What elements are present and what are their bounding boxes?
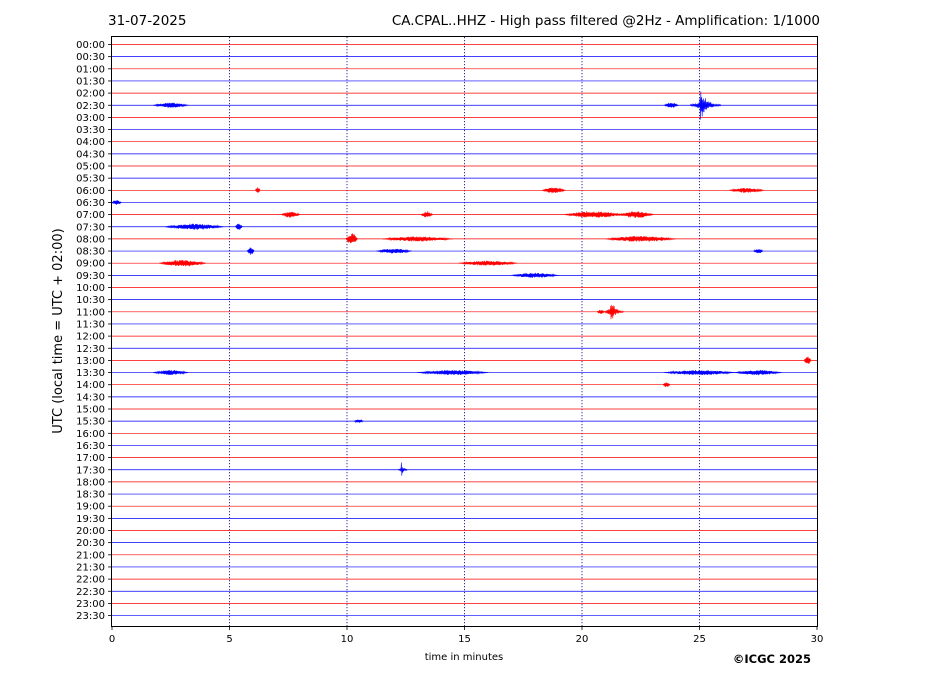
y-tick-label: 00:00: [76, 40, 105, 51]
x-axis-label: time in minutes: [425, 652, 504, 663]
seismic-event-6: [541, 187, 566, 194]
seismic-event-27: [417, 370, 489, 375]
seismic-event-18: [246, 247, 255, 255]
y-tick-label: 04:30: [76, 149, 105, 160]
y-tick-label: 19:00: [76, 502, 105, 513]
y-tick-label: 07:00: [76, 210, 105, 221]
x-tick-label: 5: [226, 634, 232, 645]
x-tick-label: 20: [576, 634, 589, 645]
y-tick-label: 21:00: [76, 550, 105, 561]
y-tick-label: 11:00: [76, 307, 105, 318]
y-tick-label: 20:00: [76, 526, 105, 537]
seismic-event-4: [664, 102, 679, 108]
chart-title: CA.CPAL..HHZ - High pass filtered @2Hz -…: [392, 13, 820, 29]
y-tick-label: 08:30: [76, 247, 105, 258]
y-tick-label: 21:30: [76, 562, 105, 573]
y-tick-label: 18:30: [76, 490, 105, 501]
y-tick-label: 12:00: [76, 332, 105, 343]
y-tick-label: 20:30: [76, 538, 105, 549]
y-tick-label: 16:30: [76, 441, 105, 452]
seismic-event-8: [111, 200, 122, 205]
y-tick-label: 15:00: [76, 405, 105, 416]
x-tick-label: 15: [458, 634, 471, 645]
seismic-event-20: [753, 249, 764, 253]
y-tick-label: 18:00: [76, 477, 105, 488]
y-tick-label: 09:30: [76, 271, 105, 282]
seismic-event-28: [664, 370, 735, 375]
y-tick-label: 17:00: [76, 453, 105, 464]
seismic-event-14: [235, 223, 243, 230]
seismic-event-1: [604, 304, 624, 320]
x-tick-label: 25: [693, 634, 706, 645]
seismic-event-17: [605, 235, 677, 242]
y-tick-label: 11:30: [76, 319, 105, 330]
x-axis-ticks: 0 5 10 15 20 25 30: [109, 626, 824, 645]
y-tick-label: 14:30: [76, 392, 105, 403]
y-tick-label: 17:30: [76, 465, 105, 476]
x-tick-label: 0: [109, 634, 115, 645]
y-tick-label: 03:30: [76, 125, 105, 136]
seismic-event-23: [511, 272, 559, 278]
seismic-event-22: [458, 260, 518, 266]
y-tick-label: 12:30: [76, 344, 105, 355]
y-tick-label: 06:00: [76, 186, 105, 197]
y-tick-label: 10:30: [76, 295, 105, 306]
seismic-event-24: [597, 309, 605, 314]
seismic-event-15: [345, 233, 358, 244]
seismic-event-2: [397, 462, 408, 476]
copyright-credit: ©ICGC 2025: [733, 652, 811, 666]
seismic-event-21: [158, 259, 207, 267]
y-tick-label: 16:00: [76, 429, 105, 440]
date-label: 31-07-2025: [108, 13, 186, 29]
y-tick-label: 23:00: [76, 599, 105, 610]
y-tick-label: 04:00: [76, 137, 105, 148]
seismic-event-9: [281, 211, 301, 218]
seismic-event-31: [353, 419, 364, 424]
y-tick-label: 23:30: [76, 611, 105, 622]
y-tick-label: 02:00: [76, 89, 105, 100]
seismic-event-13: [164, 223, 224, 230]
y-tick-label: 01:00: [76, 64, 105, 75]
seismic-event-5: [255, 187, 261, 193]
y-tick-label: 05:00: [76, 162, 105, 173]
trace-rows: [112, 44, 817, 616]
x-tick-label: 10: [341, 634, 354, 645]
seismic-events: [111, 91, 812, 476]
seismic-event-10: [420, 211, 433, 218]
y-tick-label: 14:00: [76, 380, 105, 391]
y-tick-label: 02:30: [76, 101, 105, 112]
plot-frame: [111, 36, 818, 627]
seismic-event-25: [803, 356, 812, 364]
y-tick-label: 03:00: [76, 113, 105, 124]
y-tick-label: 19:30: [76, 514, 105, 525]
y-tick-label: 10:00: [76, 283, 105, 294]
y-tick-label: 07:30: [76, 222, 105, 233]
seismic-event-0: [690, 91, 722, 120]
y-tick-label: 13:30: [76, 368, 105, 379]
seismic-event-12: [618, 211, 654, 218]
y-tick-label: 15:30: [76, 417, 105, 428]
y-tick-label: 08:00: [76, 234, 105, 245]
seismic-event-19: [376, 248, 412, 254]
seismic-event-29: [734, 370, 782, 376]
seismic-event-3: [153, 102, 189, 108]
vertical-grid: [229, 37, 700, 626]
y-tick-label: 00:30: [76, 52, 105, 63]
y-axis-label: UTC (local time = UTC + 02:00): [51, 228, 66, 433]
seismic-event-16: [382, 236, 453, 242]
seismic-event-26: [153, 370, 189, 375]
seismic-event-30: [662, 382, 671, 388]
y-tick-label: 05:30: [76, 174, 105, 185]
y-tick-label: 22:30: [76, 587, 105, 598]
y-tick-label: 22:00: [76, 575, 105, 586]
y-tick-label: 06:30: [76, 198, 105, 209]
y-tick-label: 01:30: [76, 76, 105, 87]
seismic-event-11: [564, 211, 624, 218]
y-tick-label: 09:00: [76, 259, 105, 270]
y-tick-label: 13:00: [76, 356, 105, 367]
x-tick-label: 30: [811, 634, 824, 645]
seismic-event-7: [728, 187, 765, 193]
